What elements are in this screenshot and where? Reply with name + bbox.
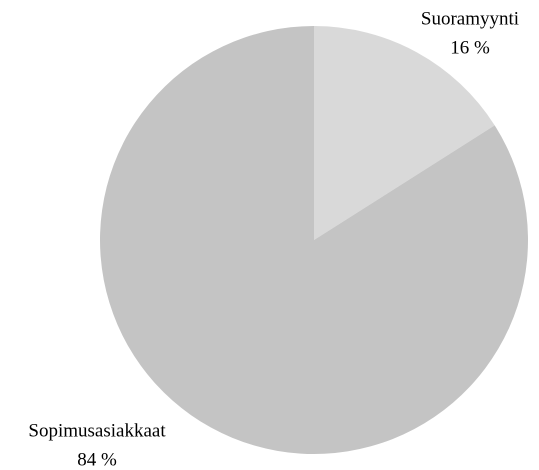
pie-slice <box>314 26 495 240</box>
slice-value-label: 16 % <box>450 37 490 58</box>
slice-label: Sopimusasiakkaat <box>28 420 166 441</box>
pie-slice <box>99 26 528 454</box>
slice-value-label: 84 % <box>77 449 117 470</box>
slice-label: Suoramyynti <box>421 8 519 29</box>
